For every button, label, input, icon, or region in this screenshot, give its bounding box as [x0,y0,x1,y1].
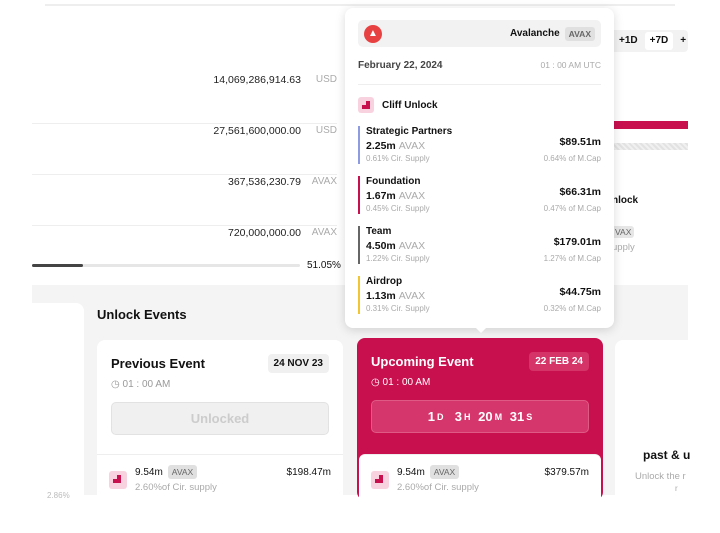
stat-row: 720,000,000.00 AVAX [32,227,337,277]
info-card: past & u Unlock the r r [615,340,691,500]
allocation-unit: AVAX [398,240,426,252]
unit-badge: AVAX [167,465,198,479]
allocation-mcap: 0.47% of M.Cap [543,204,601,213]
allocation-unit: AVAX [398,290,426,302]
allocation-color-bar [358,126,360,164]
unlocked-status: Unlocked [111,402,329,435]
partial-percent: 2.86% [47,491,70,500]
allocation-name: Foundation [366,176,421,187]
token-symbol: AVAX [564,26,595,41]
supply-progress-bar [32,264,300,267]
avalanche-logo-icon: ▲ [364,24,382,43]
top-divider [45,4,675,6]
unlock-type: Cliff Unlock [382,99,438,111]
cliff-unlock-icon [371,471,389,489]
token-header: ▲ Avalanche AVAX [358,20,601,47]
range-tabs: +1D +7D + [610,30,688,52]
tab-more[interactable]: + [680,35,687,46]
allocation-name: Airdrop [366,276,403,287]
cliff-unlock-icon [358,97,374,113]
event-title: Previous Event [111,356,205,371]
event-amount: 9.54m [135,467,163,478]
event-time: 01 : 00 AM [382,377,431,388]
progress-percent: 51.05% [307,260,341,271]
allocation-mcap: 0.64% of M.Cap [543,154,601,163]
allocation-item: Airdrop 1.13m AVAX 0.31% Cir. Supply $44… [358,276,601,326]
event-date: 22 FEB 24 [529,352,589,371]
stat-value: 367,536,230.79 [228,176,301,188]
token-name: Avalanche [509,28,560,39]
event-date: 24 NOV 23 [267,354,329,373]
stat-unit: AVAX [311,176,337,187]
tab-1d[interactable]: +1D [619,35,638,46]
previous-event-card: Previous Event 24 NOV 23 ◷ 01 : 00 AM Un… [97,340,343,500]
clock-icon: ◷ [371,377,380,388]
info-desc-2: r [675,484,678,493]
allocation-color-bar [358,226,360,264]
event-supply: 2.60%of Cir. supply [135,482,217,493]
stat-value: 14,069,286,914.63 [213,74,301,86]
stat-value: 27,561,600,000.00 [213,125,301,137]
unit-badge: AVAX [429,465,460,479]
event-time: 01 : 00 AM [122,379,171,390]
allocation-name: Strategic Partners [366,126,453,137]
info-title: past & u [643,448,691,462]
event-amount: 9.54m [397,467,425,478]
unlock-tooltip: ▲ Avalanche AVAX February 22, 2024 01 : 0… [345,8,614,328]
allocation-supply: 0.61% Cir. Supply [366,154,430,163]
event-supply: 2.60%of Cir. supply [397,482,479,493]
allocation-mcap: 0.32% of M.Cap [543,304,601,313]
clock-icon: ◷ [111,379,120,390]
allocation-supply: 1.22% Cir. Supply [366,254,430,263]
allocation-item: Foundation 1.67m AVAX 0.45% Cir. Supply … [358,176,601,226]
allocation-usd: $89.51m [559,136,601,148]
event-usd: $379.57m [544,467,589,478]
stat-unit: USD [315,125,337,136]
allocation-item: Strategic Partners 2.25m AVAX 0.61% Cir.… [358,126,601,176]
partial-badge: VAX [612,226,635,238]
allocation-usd: $179.01m [553,236,601,248]
allocation-amount: 1.13m [366,290,396,302]
cliff-unlock-icon [109,471,127,489]
tooltip-time: 01 : 00 AM UTC [540,60,601,70]
progress-fill [32,264,83,267]
left-card [32,303,84,495]
locked-bar [612,143,688,150]
partial-label: nlock [612,195,639,206]
tooltip-date: February 22, 2024 [358,60,443,71]
stat-row: 367,536,230.79 AVAX [32,176,337,226]
allocation-usd: $44.75m [559,286,601,298]
allocation-amount: 2.25m [366,140,396,152]
tab-7d[interactable]: +7D [644,32,674,50]
stat-unit: AVAX [311,227,337,238]
section-heading: Unlock Events [97,307,187,322]
info-desc: Unlock the r [635,471,686,482]
allocation-mcap: 1.27% of M.Cap [543,254,601,263]
allocation-amount: 1.67m [366,190,396,202]
allocation-unit: AVAX [398,190,426,202]
stat-unit: USD [315,74,337,85]
allocation-amount: 4.50m [366,240,396,252]
unlock-bar [612,121,688,129]
stat-row: 14,069,286,914.63 USD [32,74,337,124]
event-amount-row: 9.54m AVAX 2.60%of Cir. supply $198.47m [97,454,343,500]
allocation-item: Team 4.50m AVAX 1.22% Cir. Supply $179.0… [358,226,601,276]
allocation-supply: 0.31% Cir. Supply [366,304,430,313]
event-amount-row: 9.54m AVAX 2.60%of Cir. supply $379.57m [359,454,601,500]
allocation-unit: AVAX [398,140,426,152]
partial-supply: upply [612,242,635,253]
allocation-color-bar [358,176,360,214]
allocation-usd: $66.31m [559,186,601,198]
allocation-name: Team [366,226,392,237]
tooltip-arrow [474,326,488,333]
event-usd: $198.47m [286,467,331,478]
stat-row: 27,561,600,000.00 USD [32,125,337,175]
stat-value: 720,000,000.00 [228,227,301,239]
allocation-color-bar [358,276,360,314]
allocation-supply: 0.45% Cir. Supply [366,204,430,213]
event-title: Upcoming Event [371,354,474,369]
